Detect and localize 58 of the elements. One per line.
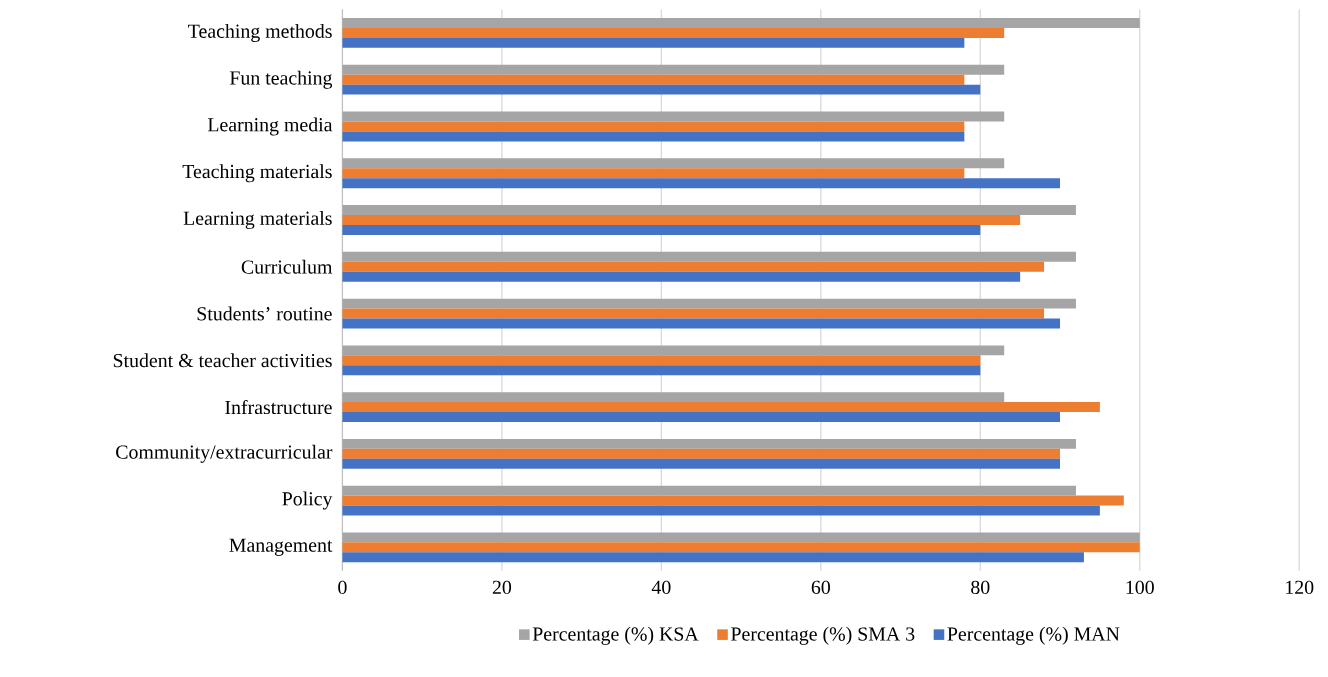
bar xyxy=(342,345,1005,356)
x-tick-label: 0 xyxy=(338,580,347,595)
y-tick-label: Policy xyxy=(282,491,333,510)
bar xyxy=(342,64,1005,75)
y-tick-label: Curriculum xyxy=(241,259,333,274)
bar xyxy=(342,298,1076,309)
bar xyxy=(342,131,965,142)
y-tick-label: Teaching materials xyxy=(182,164,332,183)
bar xyxy=(342,308,1045,319)
bar xyxy=(342,18,1140,29)
x-tick-label: 120 xyxy=(1286,580,1314,595)
bar xyxy=(342,178,1061,189)
bar xyxy=(342,505,1100,516)
bar xyxy=(342,251,1076,262)
bar xyxy=(342,111,1005,122)
x-tick-label: 40 xyxy=(651,580,671,595)
bar xyxy=(342,485,1076,496)
bar xyxy=(342,84,981,95)
y-tick-label: Infrastructure xyxy=(225,400,332,415)
bar xyxy=(342,365,981,376)
bar xyxy=(342,448,1061,459)
y-tick-label: Teaching methods xyxy=(188,24,332,43)
bar xyxy=(342,121,965,132)
bar xyxy=(342,37,965,48)
bar xyxy=(342,495,1124,506)
y-tick-label: Students’ routine xyxy=(197,306,332,321)
bar xyxy=(342,158,1005,169)
bar xyxy=(342,215,1021,226)
bar xyxy=(342,261,1045,272)
y-tick-label: Student & teacher activities xyxy=(113,353,332,368)
bar xyxy=(342,392,1005,403)
y-tick-label: Learning materials xyxy=(183,211,332,230)
bar xyxy=(342,28,1005,38)
x-tick-label: 20 xyxy=(492,580,512,595)
legend-label: Percentage (%) KSA xyxy=(532,626,699,645)
bar xyxy=(342,532,1140,543)
y-tick-label: Learning media xyxy=(207,117,333,136)
bar xyxy=(342,542,1140,553)
bar xyxy=(342,438,1076,449)
bar xyxy=(342,412,1061,422)
bar xyxy=(342,271,1021,282)
bar xyxy=(342,355,981,366)
x-tick-label: 80 xyxy=(971,580,990,595)
bar xyxy=(342,402,1100,413)
bar xyxy=(342,318,1061,329)
bar xyxy=(342,552,1084,563)
bar xyxy=(342,168,965,179)
bar xyxy=(342,458,1061,469)
x-tick-label: 60 xyxy=(811,580,830,595)
legend-label: Percentage (%) MAN xyxy=(947,626,1120,645)
bar xyxy=(342,74,965,85)
bar xyxy=(342,225,981,235)
y-tick-label: Community/extracurricular xyxy=(116,444,333,463)
bar xyxy=(342,205,1076,216)
x-tick-label: 100 xyxy=(1126,580,1154,595)
y-tick-label: Fun teaching xyxy=(229,70,333,89)
legend-label: Percentage (%) SMA 3 xyxy=(731,626,915,645)
y-tick-label: Management xyxy=(229,538,333,556)
